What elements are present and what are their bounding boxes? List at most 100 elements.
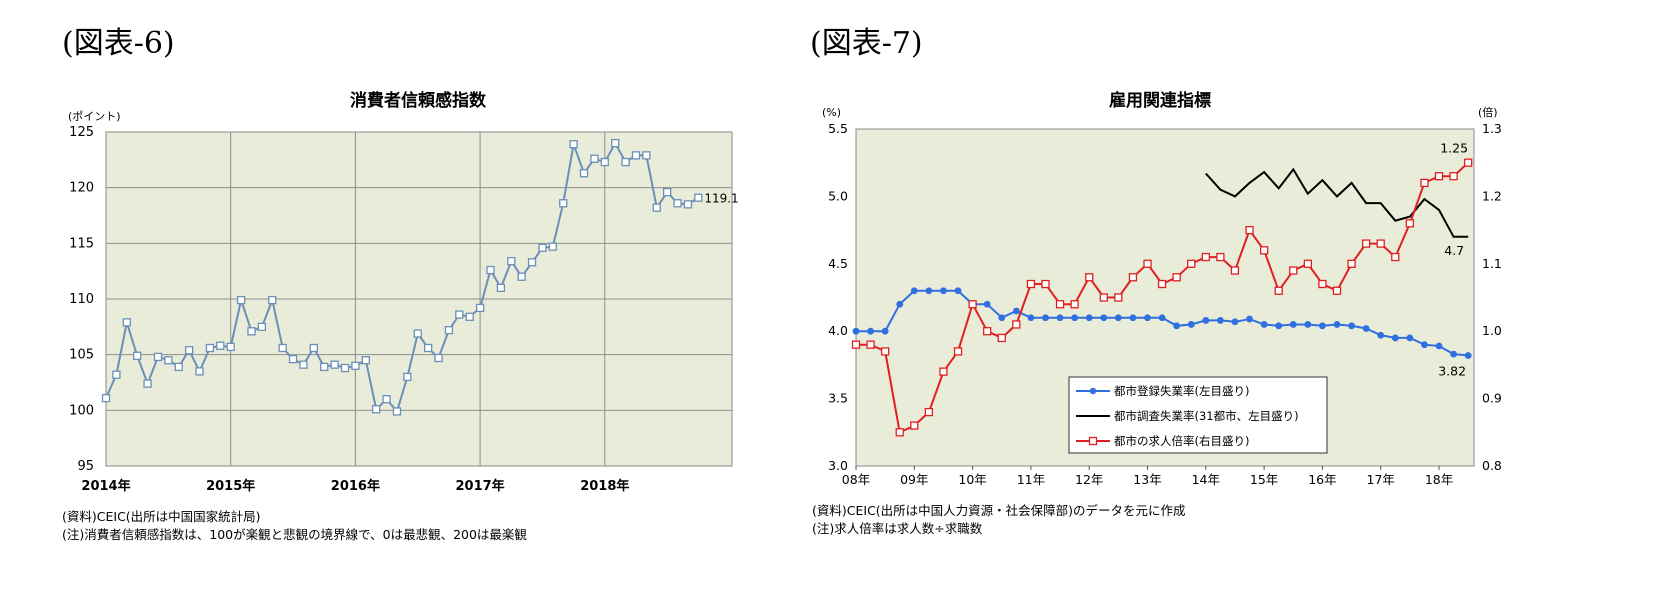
chart1-data-point xyxy=(444,326,454,335)
chart2-point-registered xyxy=(1377,331,1385,339)
chart2-point-ratio xyxy=(1055,300,1065,309)
consumer-confidence-chart: 消費者信頼感指数 (ポイント) 95 100 105 110 115 120 125 201… xyxy=(68,90,739,494)
chart1-series-line xyxy=(105,140,699,414)
chart1-data-point xyxy=(683,200,693,209)
chart1-data-point xyxy=(507,256,516,266)
chart2-point-registered xyxy=(1100,314,1108,322)
chart1-data-point xyxy=(569,140,578,149)
chart1-data-point xyxy=(174,362,183,372)
chart2-point-ratio xyxy=(1347,259,1356,268)
chart1-data-point xyxy=(247,327,256,336)
chart1-data-point xyxy=(205,343,215,353)
chart2-left-tick-label: 3.5 xyxy=(828,391,848,406)
chart2-left-tick-label: 4.0 xyxy=(828,323,848,338)
chart2-left-tick-label: 5.5 xyxy=(828,121,848,136)
chart2-point-ratio xyxy=(983,327,992,336)
chart2-point-ratio xyxy=(1332,286,1342,295)
chart2-x-tick-label: 11年 xyxy=(1017,472,1045,487)
chart1-data-point xyxy=(195,367,204,376)
chart2-point-registered xyxy=(1406,334,1414,342)
chart2-series-line-1 xyxy=(1205,167,1469,238)
chart1-y-tick-label: 105 xyxy=(69,348,94,363)
chart1-gridlines xyxy=(106,132,732,466)
chart2-point-ratio xyxy=(997,333,1006,343)
chart2-point-registered xyxy=(1202,317,1210,324)
legend-marker-ratio xyxy=(1088,436,1098,446)
chart2-point-registered xyxy=(1085,314,1093,322)
chart2-point-ratio xyxy=(1449,172,1458,181)
chart2-point-ratio xyxy=(1172,273,1181,282)
chart1-data-point xyxy=(465,312,474,321)
chart2-x-tick-label: 08年 xyxy=(842,472,870,487)
chart2-right-axis-label: (倍) xyxy=(1478,105,1498,119)
chart1-data-point xyxy=(164,356,173,365)
chart1-data-point xyxy=(309,343,318,353)
chart2-point-ratio xyxy=(1128,273,1138,282)
chart1-series-markers xyxy=(101,138,703,416)
chart2-x-tick-label: 17年 xyxy=(1367,472,1395,487)
chart2-point-registered xyxy=(1144,314,1151,322)
chart2-point-ratio xyxy=(1289,266,1298,275)
chart2-point-ratio xyxy=(1420,178,1429,188)
chart2-point-ratio xyxy=(1187,259,1196,268)
chart2-point-registered xyxy=(1391,334,1399,342)
chart2-point-registered xyxy=(1246,315,1253,323)
chart2-point-ratio xyxy=(1216,252,1225,262)
chart2-point-ratio xyxy=(1230,266,1240,275)
legend-label-ratio: 都市の求人倍率(右目盛り) xyxy=(1114,434,1249,448)
chart2-x-tick-labels: 08年 09年 10年 11年 12年 13年 14年 15年 16年 17年 18年 xyxy=(842,466,1453,487)
chart1-y-tick-label: 100 xyxy=(69,403,94,418)
chart2-end-label-2: 1.25 xyxy=(1440,141,1468,156)
chart2-point-registered xyxy=(1275,322,1283,330)
figure-7-label: (図表-7) xyxy=(810,26,923,61)
chart2-right-tick-label: 0.9 xyxy=(1482,391,1502,406)
chart2-point-registered xyxy=(1071,314,1079,322)
chart2-point-ratio xyxy=(1361,239,1371,248)
chart2-point-ratio xyxy=(1391,252,1400,262)
chart2-point-ratio xyxy=(910,421,919,430)
chart2-end-label-0: 3.82 xyxy=(1438,363,1466,378)
chart1-data-point xyxy=(434,353,443,363)
chart2-left-tick-labels: 3.0 3.5 4.0 4.5 5.0 5.5 xyxy=(828,121,848,473)
chart1-data-point xyxy=(236,295,246,305)
chart2-point-ratio xyxy=(1245,225,1254,235)
chart1-data-point xyxy=(600,157,609,167)
chart2-point-ratio xyxy=(968,300,977,309)
chart2-x-tick-label: 16年 xyxy=(1308,472,1336,487)
chart1-data-point xyxy=(559,199,568,208)
chart1-data-point xyxy=(413,329,422,338)
chart2-left-tick-label: 5.0 xyxy=(828,188,848,203)
legend-box xyxy=(1068,376,1328,454)
chart2-point-ratio xyxy=(866,340,875,349)
chart2-point-ratio xyxy=(1434,172,1444,181)
chart1-data-point xyxy=(579,169,589,178)
chart2-left-tick-label: 3.0 xyxy=(828,458,848,473)
chart1-x-tick-label: 2014年 xyxy=(81,478,130,494)
chart1-data-point xyxy=(288,354,298,364)
chart2-point-ratio xyxy=(1303,259,1312,268)
chart1-data-point xyxy=(184,346,194,355)
chart1-data-point xyxy=(642,151,651,160)
chart1-data-point xyxy=(101,393,111,403)
chart1-data-point xyxy=(112,370,121,379)
chart1-data-point xyxy=(631,151,641,160)
chart2-point-registered xyxy=(954,287,962,295)
chart1-data-point xyxy=(226,342,235,352)
chart1-data-point xyxy=(351,361,360,370)
chart2-point-ratio xyxy=(1085,273,1094,282)
chart1-x-tick-label: 2015年 xyxy=(206,478,255,494)
chart2-point-registered xyxy=(1173,322,1181,330)
chart2-point-registered xyxy=(1304,321,1312,328)
chart2-point-registered xyxy=(910,287,918,295)
legend-label-registered: 都市登録失業率(左目盛り) xyxy=(1114,384,1249,398)
chart2-point-ratio xyxy=(1318,279,1327,289)
chart1-data-point xyxy=(372,405,381,414)
chart1-data-point xyxy=(496,283,506,293)
chart1-data-point xyxy=(361,356,370,365)
chart1-data-point xyxy=(340,363,350,373)
chart2-point-registered xyxy=(896,300,904,308)
chart1-data-point xyxy=(475,303,485,313)
chart2-point-ratio xyxy=(895,428,904,437)
chart2-point-registered xyxy=(1027,314,1035,322)
chart2-point-ratio xyxy=(1041,279,1050,289)
